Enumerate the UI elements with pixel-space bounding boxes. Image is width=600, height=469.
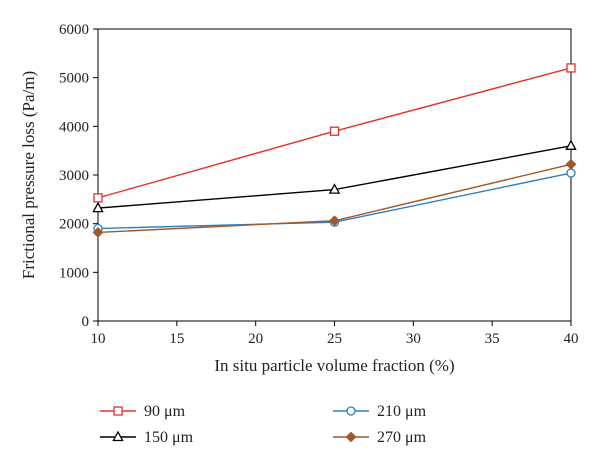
- x-tick-label: 35: [485, 331, 500, 347]
- legend-label: 270 μm: [377, 429, 427, 446]
- y-tick-label: 2000: [59, 217, 89, 233]
- y-tick-label: 4000: [59, 119, 89, 135]
- legend-label: 210 μm: [377, 403, 427, 420]
- legend-item: 210 μm: [333, 403, 427, 420]
- series: [92, 63, 577, 238]
- legend: 90 μm 150 μm 210 μm 270 μm: [100, 403, 427, 446]
- data-point: [329, 126, 340, 136]
- data-point: [328, 183, 341, 194]
- axes: [97, 28, 572, 322]
- y-tick-label: 3000: [59, 168, 89, 184]
- data-point: [329, 215, 340, 227]
- data-point: [565, 139, 577, 150]
- y-tick-label: 6000: [59, 22, 89, 38]
- y-tick-label: 1000: [59, 265, 89, 281]
- y-tick-label: 0: [82, 314, 90, 330]
- legend-marker: [345, 431, 357, 443]
- plot-frame: [97, 28, 572, 322]
- legend-marker: [346, 406, 356, 416]
- x-tick-label: 10: [91, 331, 106, 347]
- x-tick-label: 15: [169, 331, 184, 347]
- series-3: [92, 158, 577, 238]
- x-tick-label: 40: [564, 331, 579, 347]
- legend-item: 90 μm: [100, 403, 186, 420]
- legend-label: 150 μm: [144, 429, 194, 446]
- x-axis-title: In situ particle volume fraction (%): [214, 356, 454, 375]
- data-point: [93, 193, 103, 203]
- series-line: [97, 145, 572, 209]
- series-1: [92, 139, 577, 213]
- x-tick-label: 20: [248, 331, 263, 347]
- legend-marker: [113, 406, 123, 416]
- x-tick-label: 30: [406, 331, 421, 347]
- data-point: [566, 63, 576, 73]
- data-point: [92, 227, 104, 238]
- data-point: [566, 168, 576, 178]
- data-point: [565, 158, 577, 170]
- data-point: [92, 201, 104, 213]
- y-axis-title: Frictional pressure loss (Pa/m): [19, 71, 38, 279]
- legend-item: 270 μm: [333, 429, 427, 446]
- legend-label: 90 μm: [144, 403, 186, 420]
- y-tick-label: 5000: [59, 71, 89, 87]
- x-tick-label: 25: [327, 331, 342, 347]
- ticks: 0 1000 2000 3000 4000 5000 6000 10 15 20 25 30 35 40: [59, 22, 579, 347]
- legend-marker: [112, 430, 124, 442]
- legend-item: 150 μm: [100, 429, 194, 446]
